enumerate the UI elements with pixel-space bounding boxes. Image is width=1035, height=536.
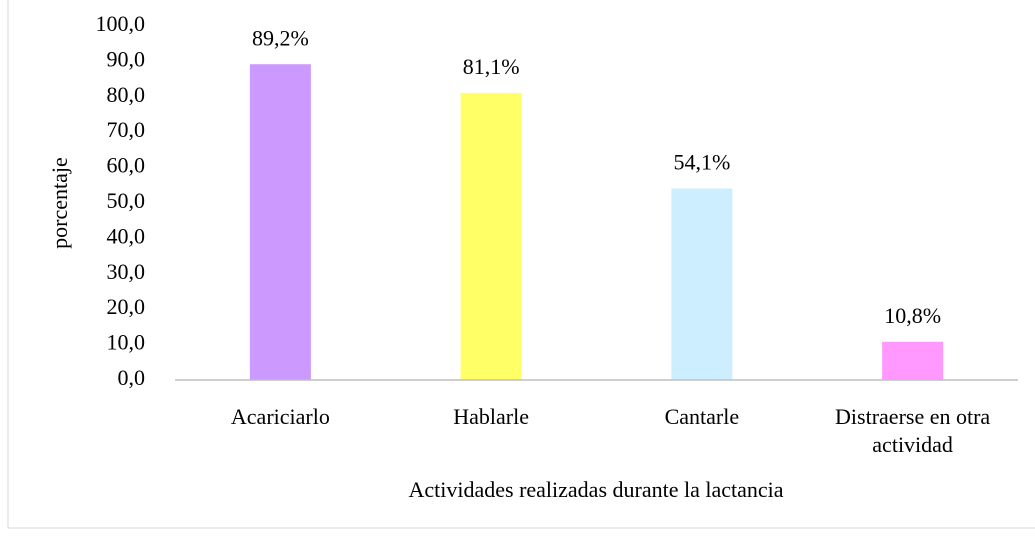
y-tick-label: 20,0	[107, 294, 146, 319]
x-tick-label: Hablarle	[453, 404, 529, 429]
bar	[460, 92, 522, 380]
bar	[671, 188, 733, 380]
y-tick-label: 100,0	[96, 11, 146, 36]
y-tick-label: 0,0	[118, 365, 146, 390]
y-tick-label: 60,0	[107, 153, 146, 178]
y-tick-label: 70,0	[107, 117, 146, 142]
data-label: 10,8%	[884, 303, 941, 328]
y-tick-label: 30,0	[107, 259, 146, 284]
bar	[249, 64, 311, 381]
y-tick-label: 50,0	[107, 188, 146, 213]
data-label: 89,2%	[252, 25, 309, 50]
y-tick-label: 10,0	[107, 330, 146, 355]
x-tick-label: Acariciarlo	[230, 404, 330, 429]
x-tick-label: Cantarle	[664, 404, 740, 429]
data-label: 54,1%	[673, 150, 730, 175]
x-tick-label: Distraerse en otra actividad	[835, 404, 991, 457]
data-label: 81,1%	[463, 54, 520, 79]
y-tick-label: 80,0	[107, 82, 146, 107]
x-axis-title: Actividades realizadas durante la lactan…	[408, 477, 783, 502]
y-tick-label: 90,0	[107, 46, 146, 71]
bar	[882, 341, 944, 380]
y-tick-label: 40,0	[107, 223, 146, 248]
y-axis-title: porcentaje	[47, 157, 72, 249]
chart-border	[7, 0, 1035, 529]
